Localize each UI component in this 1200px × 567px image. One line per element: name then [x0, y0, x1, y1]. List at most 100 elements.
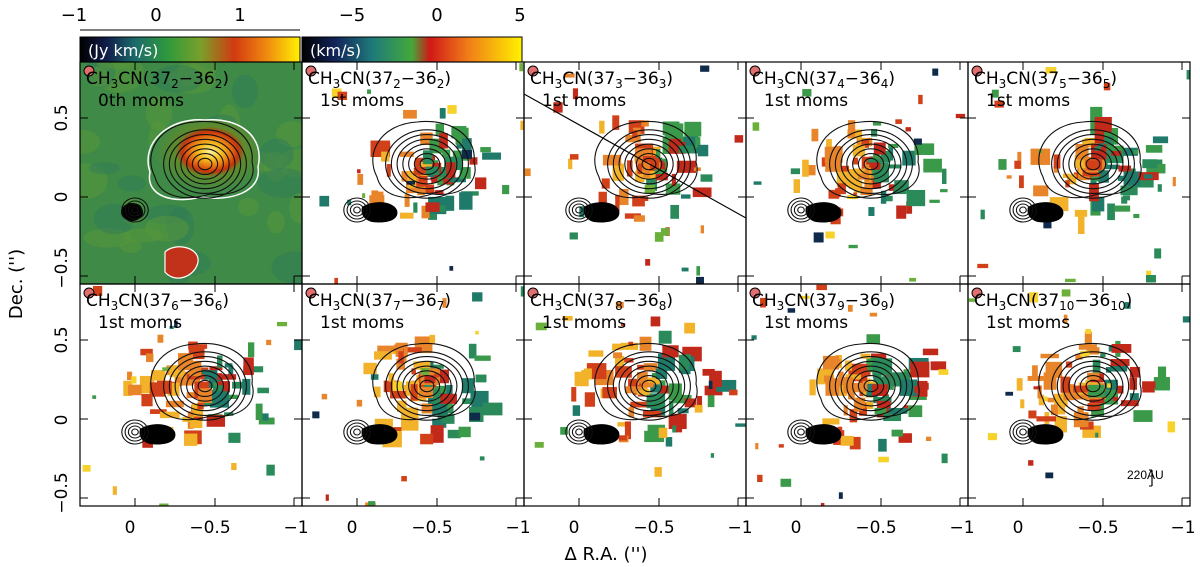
velocity-patch: [914, 143, 935, 155]
beam-icon: [971, 65, 983, 77]
velocity-patch: [622, 358, 634, 363]
velocity-patch: [475, 374, 487, 383]
velocity-patch: [377, 345, 397, 352]
velocity-patch: [848, 304, 853, 312]
velocity-patch: [820, 502, 825, 506]
panel-title-part: −36: [1067, 69, 1103, 89]
velocity-patch: [734, 135, 744, 143]
velocity-patch: [925, 436, 932, 442]
panel-title-part: CN(37: [340, 291, 393, 311]
velocity-patch: [704, 385, 723, 396]
velocity-patch: [442, 149, 451, 157]
velocity-patch: [482, 152, 501, 160]
velocity-patch: [1152, 136, 1169, 144]
velocity-patch: [859, 408, 867, 416]
velocity-patch: [1111, 344, 1132, 353]
panel-title-part: ): [888, 291, 895, 311]
panel-moment-label: 1st moms: [542, 91, 626, 111]
beam-icon: [527, 287, 539, 299]
velocity-patch: [624, 421, 631, 440]
colorbar-intensity-tick: −1: [61, 5, 88, 26]
velocity-patch: [872, 121, 882, 126]
velocity-patch: [169, 325, 174, 329]
panel-title-part: −36: [623, 69, 659, 89]
velocity-patch: [906, 201, 913, 214]
velocity-patch: [534, 442, 544, 448]
velocity-patch: [843, 376, 853, 394]
velocity-patch: [632, 130, 638, 138]
velocity-patch: [228, 432, 241, 443]
velocity-patch: [760, 297, 766, 308]
velocity-patch: [224, 363, 233, 368]
velocity-patch: [562, 315, 573, 321]
velocity-patch: [386, 164, 391, 177]
panel-title: CH3CN(372−362): [86, 69, 229, 91]
colorbar-velocity-tick: 5: [514, 5, 525, 26]
velocity-patch: [519, 63, 524, 72]
velocity-patch: [243, 357, 254, 376]
velocity-patch: [406, 180, 416, 185]
panel-title-part: 3: [777, 299, 785, 313]
velocity-patch: [658, 330, 672, 344]
velocity-patch: [681, 369, 691, 375]
velocity-patch: [1167, 421, 1176, 433]
velocity-patch: [678, 145, 697, 154]
velocity-patch: [669, 400, 674, 415]
velocity-patch: [334, 277, 338, 284]
velocity-patch: [880, 190, 887, 204]
velocity-patch: [861, 139, 870, 148]
x-tick-labels: 0 −0.5 −1 0 −0.5 −1 0 −0.5 −1 0 −0.5 −1 …: [125, 518, 1196, 538]
velocity-patch: [778, 444, 784, 448]
velocity-patch: [189, 360, 202, 377]
panel-10: CH3CN(3710−3610)1st moms: [967, 283, 1191, 507]
velocity-patch: [447, 429, 461, 439]
velocity-patch: [520, 286, 524, 297]
colorbar-velocity-tick: −5: [339, 5, 366, 26]
velocity-patch: [1038, 394, 1045, 406]
panel-title-part: −36: [845, 291, 881, 311]
velocity-patch: [141, 394, 153, 407]
beam-icon: [83, 287, 95, 299]
velocity-patch: [845, 374, 861, 380]
panel-title-part: CH: [86, 291, 111, 311]
panel-title: CH3CN(372−362): [308, 69, 451, 91]
velocity-patch: [848, 244, 858, 249]
x-tick-label: −0.5: [189, 518, 230, 538]
panel-title-part: 3: [615, 77, 623, 91]
velocity-patch: [1067, 174, 1077, 185]
velocity-patch: [458, 426, 471, 438]
velocity-patch: [1064, 278, 1076, 283]
velocity-patch: [707, 393, 715, 408]
velocity-patch: [905, 127, 911, 132]
velocity-patch: [696, 266, 701, 276]
velocity-patch: [1053, 166, 1058, 173]
panel-title: CH3CN(374−364): [752, 69, 895, 91]
beam-icon: [971, 287, 983, 299]
velocity-patch: [891, 429, 903, 437]
velocity-patch: [480, 147, 491, 153]
panel-title-part: CH: [530, 291, 555, 311]
velocity-patch: [440, 393, 457, 404]
velocity-patch: [451, 126, 467, 139]
velocity-patch: [826, 139, 832, 148]
panel-title-part: 3: [111, 77, 119, 91]
velocity-patch: [462, 138, 472, 153]
velocity-patch: [569, 154, 579, 160]
beam-icon: [305, 65, 317, 77]
velocity-patch: [895, 119, 902, 124]
velocity-patch: [439, 108, 446, 119]
panel-title: CH3CN(375−365): [974, 69, 1117, 91]
panel-2: CH3CN(372−362)1st moms: [301, 61, 525, 285]
panel-title-part: 9: [837, 299, 845, 313]
colorbar-intensity-tick: 1: [234, 5, 245, 26]
velocity-patch: [1111, 150, 1122, 156]
velocity-patch: [1084, 331, 1092, 349]
velocity-patch: [584, 392, 595, 407]
velocity-patch: [799, 295, 810, 299]
velocity-patch: [1145, 145, 1163, 153]
velocity-patch: [987, 433, 997, 441]
velocity-patch: [860, 186, 873, 196]
velocity-patch: [475, 330, 479, 335]
velocity-patch: [657, 385, 670, 394]
velocity-patch: [735, 423, 746, 427]
